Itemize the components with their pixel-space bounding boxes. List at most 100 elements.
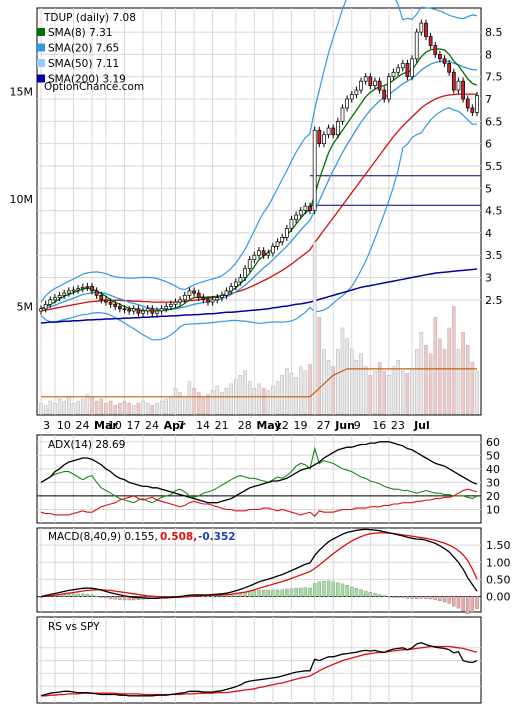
volume-bar bbox=[336, 349, 340, 415]
macd-histogram-bar bbox=[261, 589, 266, 597]
candle-body bbox=[280, 237, 285, 243]
macd-histogram-bar bbox=[99, 596, 104, 598]
macd-histogram-bar bbox=[285, 588, 289, 597]
macd-histogram-bar bbox=[401, 596, 405, 598]
volume-bar bbox=[224, 387, 229, 415]
macd-histogram-bar bbox=[294, 588, 298, 597]
macd-histogram-bar bbox=[220, 595, 224, 597]
macd-histogram-bar bbox=[108, 596, 113, 600]
macd-histogram-bar bbox=[391, 596, 396, 598]
volume-bar bbox=[414, 349, 419, 415]
watermark: OptionChance.com bbox=[44, 81, 144, 93]
minus-di-line bbox=[40, 488, 478, 517]
macd-histogram-bar bbox=[419, 596, 424, 599]
macd-histogram-bar bbox=[414, 596, 419, 599]
x-tick-label: 14 bbox=[196, 419, 210, 432]
x-tick-label: May bbox=[256, 419, 281, 432]
macd-histogram-bar bbox=[322, 580, 326, 597]
volume-bar bbox=[354, 360, 359, 415]
volume-bar bbox=[442, 349, 447, 415]
sma8-line bbox=[40, 48, 478, 312]
candle-body bbox=[187, 290, 192, 296]
volume-bar bbox=[178, 392, 182, 415]
volume-bar bbox=[136, 403, 141, 415]
macd-histogram-bar bbox=[275, 589, 280, 597]
volume-bar bbox=[118, 403, 122, 415]
macd-histogram-bar bbox=[410, 596, 414, 599]
candle-body bbox=[396, 67, 401, 73]
volume-bar bbox=[122, 400, 127, 415]
macd-histogram-bar bbox=[350, 586, 354, 597]
macd-histogram-bar bbox=[113, 596, 117, 600]
candle-body bbox=[224, 290, 229, 296]
legend-swatch bbox=[37, 43, 45, 52]
volume-bar bbox=[289, 372, 294, 415]
macd-histogram-bar bbox=[387, 596, 391, 598]
x-tick-label: 16 bbox=[372, 419, 386, 432]
candle-body bbox=[387, 76, 391, 100]
candle-body bbox=[294, 214, 298, 220]
macd-histogram-bar bbox=[122, 596, 127, 601]
candle-body bbox=[220, 295, 224, 298]
macd-y-tick: 0.00 bbox=[486, 591, 511, 604]
macd-histogram-bar bbox=[433, 596, 437, 600]
candle-body bbox=[178, 299, 183, 303]
macd-line bbox=[40, 528, 478, 599]
macd-histogram-bar bbox=[359, 589, 363, 597]
candle-body bbox=[447, 62, 452, 73]
volume-bar bbox=[85, 394, 90, 415]
adx-y-tick: 40 bbox=[486, 463, 500, 476]
chart-title: TDUP (daily) 7.08 bbox=[43, 12, 136, 24]
volume-bar bbox=[266, 390, 271, 415]
candle-body bbox=[141, 310, 145, 314]
x-tick-label: 17 bbox=[126, 419, 140, 432]
x-tick-label: 3 bbox=[43, 419, 50, 432]
macd-histogram-bar bbox=[90, 594, 94, 597]
macd-histogram-bar bbox=[299, 587, 303, 597]
volume-bar bbox=[127, 403, 131, 415]
macd-y-tick: 1.00 bbox=[486, 556, 511, 569]
volume-bar bbox=[108, 400, 113, 415]
rs-line bbox=[40, 642, 478, 697]
candle-body bbox=[247, 259, 252, 269]
macd-histogram-bar bbox=[368, 592, 373, 597]
macd-histogram-bar bbox=[303, 587, 308, 597]
volume-bar bbox=[94, 400, 99, 415]
macd-histogram-bar bbox=[118, 596, 122, 600]
adx-y-tick: 60 bbox=[486, 436, 500, 449]
candle-body bbox=[62, 292, 67, 296]
candle-body bbox=[43, 303, 48, 310]
price-y-tick: 3 bbox=[485, 272, 492, 285]
candle-body bbox=[169, 303, 173, 307]
macd-histogram-bar bbox=[456, 596, 461, 609]
volume-bar bbox=[456, 349, 461, 415]
candle-body bbox=[470, 107, 475, 113]
legend-swatch bbox=[37, 59, 45, 67]
macd-histogram-bar bbox=[466, 596, 470, 614]
volume-bar bbox=[261, 387, 266, 415]
candle-body bbox=[461, 80, 465, 100]
macd-histogram-bar bbox=[67, 593, 71, 597]
candle-body bbox=[85, 286, 90, 288]
sma200-line bbox=[40, 268, 478, 324]
macd-histogram-bar bbox=[405, 596, 410, 599]
volume-average-line bbox=[41, 368, 477, 398]
x-tick-label: 24 bbox=[145, 419, 159, 432]
volume-bar bbox=[150, 405, 155, 415]
candle-body bbox=[131, 308, 136, 312]
candle-body bbox=[90, 286, 94, 292]
macd-histogram-bar bbox=[336, 582, 340, 597]
adx-line bbox=[40, 441, 478, 504]
x-tick-label: Apr bbox=[164, 419, 186, 432]
macd-histogram-bar bbox=[238, 592, 243, 597]
candle-body bbox=[261, 250, 266, 256]
volume-bar bbox=[104, 403, 108, 415]
candle-body bbox=[456, 80, 461, 91]
volume-bar bbox=[349, 349, 354, 415]
candle-body bbox=[192, 290, 196, 294]
macd-histogram-bar bbox=[266, 589, 270, 597]
macd-histogram-bar bbox=[312, 583, 317, 597]
macd-histogram-bar bbox=[470, 596, 475, 613]
candle-body bbox=[400, 62, 405, 69]
candle-body bbox=[349, 94, 354, 100]
